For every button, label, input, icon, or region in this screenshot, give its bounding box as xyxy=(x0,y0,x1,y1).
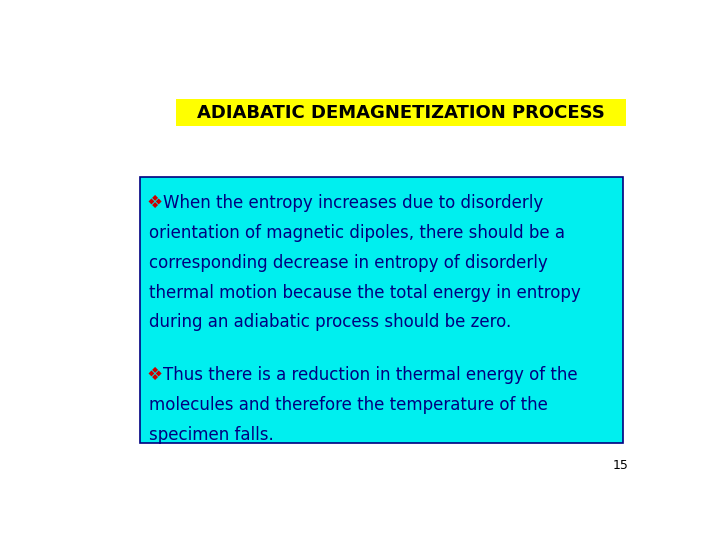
Text: When the entropy increases due to disorderly: When the entropy increases due to disord… xyxy=(163,194,543,212)
Text: orientation of magnetic dipoles, there should be a: orientation of magnetic dipoles, there s… xyxy=(148,224,564,241)
Text: during an adiabatic process should be zero.: during an adiabatic process should be ze… xyxy=(148,313,511,332)
Text: ❖: ❖ xyxy=(147,194,163,212)
Text: specimen falls.: specimen falls. xyxy=(148,426,274,444)
Text: ❖: ❖ xyxy=(147,366,163,384)
FancyBboxPatch shape xyxy=(176,99,626,126)
Text: 15: 15 xyxy=(613,460,629,472)
Text: thermal motion because the total energy in entropy: thermal motion because the total energy … xyxy=(148,284,580,301)
Text: molecules and therefore the temperature of the: molecules and therefore the temperature … xyxy=(148,396,547,414)
Text: Thus there is a reduction in thermal energy of the: Thus there is a reduction in thermal ene… xyxy=(163,366,577,384)
Text: ADIABATIC DEMAGNETIZATION PROCESS: ADIABATIC DEMAGNETIZATION PROCESS xyxy=(197,104,605,122)
Text: corresponding decrease in entropy of disorderly: corresponding decrease in entropy of dis… xyxy=(148,254,547,272)
FancyBboxPatch shape xyxy=(140,177,623,443)
